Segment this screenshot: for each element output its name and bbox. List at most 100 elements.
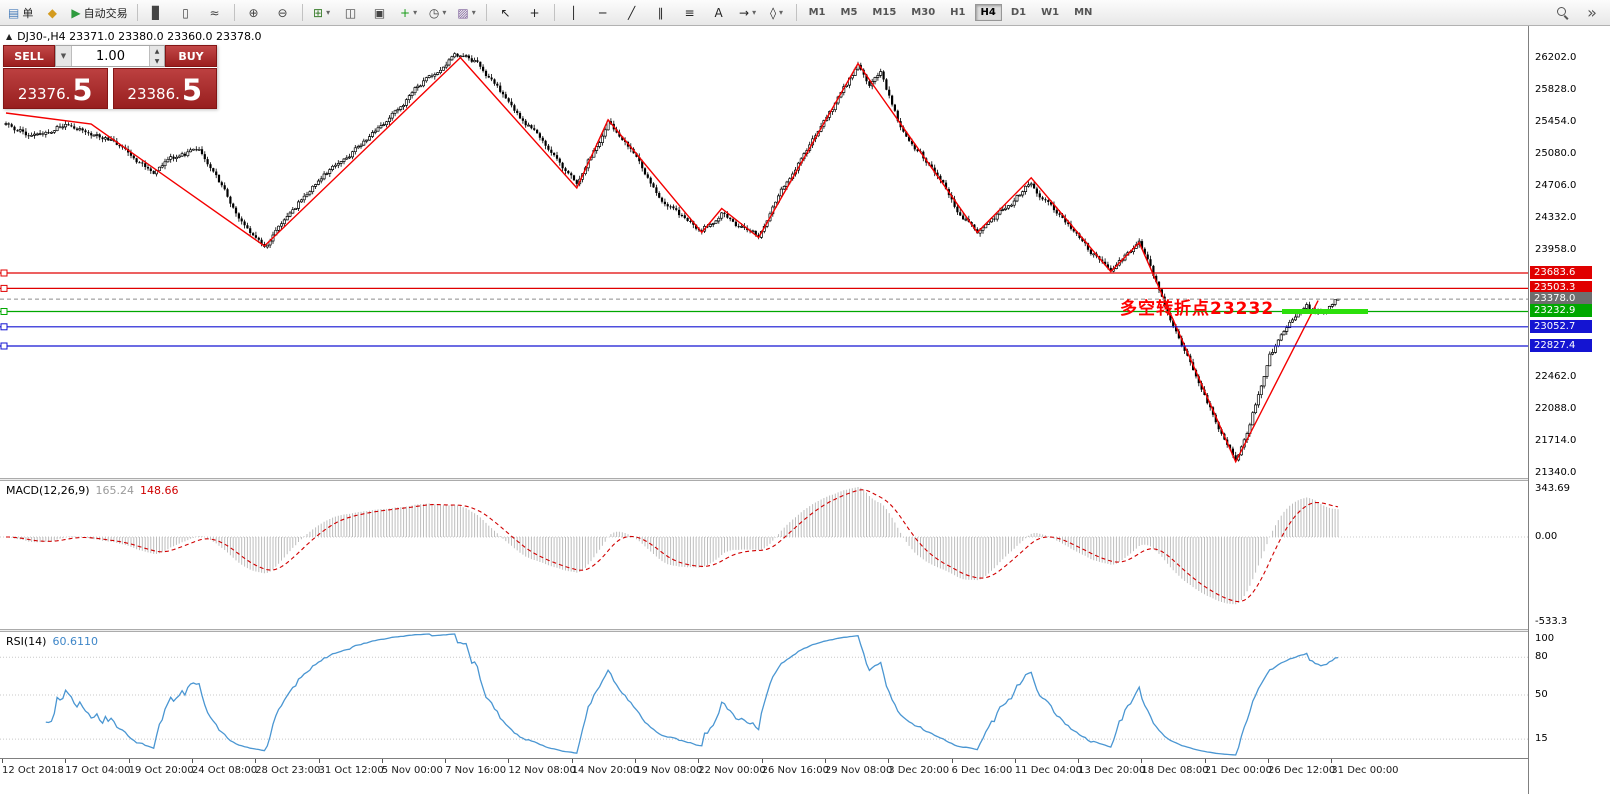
- time-axis-label: 13 Dec 20:00: [1078, 765, 1146, 776]
- fibonacci-button[interactable]: ≡: [676, 2, 704, 24]
- time-axis-label: 21 Dec 00:00: [1204, 765, 1272, 776]
- price-axis-tick: 22088.0: [1535, 403, 1577, 415]
- time-axis-label: 11 Dec 04:00: [1014, 765, 1083, 776]
- time-axis-tick: [1331, 759, 1333, 763]
- shapes-button[interactable]: ◊ ▾: [763, 2, 791, 24]
- timeframe-m1-button[interactable]: M1: [808, 7, 826, 18]
- timeframe-d1-button[interactable]: D1: [1010, 7, 1027, 18]
- macd-indicator-panel[interactable]: MACD(12,26,9) 165.24 148.66: [0, 481, 1528, 629]
- market-icon: ◆: [47, 5, 57, 20]
- market-button[interactable]: ◆: [38, 2, 66, 24]
- timeframe-mn-button[interactable]: MN: [1074, 7, 1093, 18]
- autotrading-button[interactable]: ▶ 自动交易: [67, 2, 131, 24]
- candlestick-button[interactable]: ▯: [172, 2, 200, 24]
- text-button[interactable]: A: [705, 2, 733, 24]
- timeframe-w1-button[interactable]: W1: [1041, 7, 1060, 18]
- shapes-icon: ◊: [770, 5, 777, 20]
- sell-price-display[interactable]: 23376. 5: [3, 68, 108, 109]
- time-axis-tick: [824, 759, 826, 763]
- time-axis-label: 12 Nov 08:00: [508, 765, 576, 776]
- lot-stepper[interactable]: ▲ ▼: [149, 46, 164, 66]
- time-axis-label: 7 Nov 16:00: [445, 765, 507, 776]
- search-button[interactable]: [1549, 2, 1577, 24]
- time-axis-tick: [571, 759, 573, 763]
- time-axis-label: 5 Nov 00:00: [381, 765, 443, 776]
- panel-separator[interactable]: [0, 478, 1610, 481]
- vertical-line-button[interactable]: │: [560, 2, 588, 24]
- lot-increment-icon[interactable]: ▲: [150, 46, 164, 56]
- price-line-label-box: 23378.0: [1530, 292, 1592, 306]
- line-chart-button[interactable]: ≈: [201, 2, 229, 24]
- lot-dropdown-button[interactable]: ▼: [56, 46, 72, 66]
- periods-button[interactable]: ◷ ▾: [424, 2, 452, 24]
- time-axis-tick: [128, 759, 130, 763]
- add-indicator-icon: +: [400, 5, 411, 20]
- new-chart-button[interactable]: ⊞ ▾: [308, 2, 336, 24]
- toolbar-overflow-button[interactable]: »: [1587, 3, 1597, 22]
- time-axis-tick: [1014, 759, 1016, 763]
- new-order-icon: ▤: [8, 5, 20, 20]
- time-axis-label: 26 Dec 12:00: [1268, 765, 1336, 776]
- lot-size-input[interactable]: 1.00: [96, 48, 125, 64]
- price-axis-tick: 25080.0: [1535, 147, 1577, 159]
- tile-windows-button[interactable]: ◫: [337, 2, 365, 24]
- templates-button[interactable]: ▨ ▾: [453, 2, 481, 24]
- panel-separator[interactable]: [0, 629, 1610, 632]
- timeframe-m30-button[interactable]: M30: [911, 7, 936, 18]
- tile-windows-icon: ◫: [344, 5, 357, 20]
- time-axis-tick: [761, 759, 763, 763]
- time-axis-tick: [508, 759, 510, 763]
- trendline-button[interactable]: ╱: [618, 2, 646, 24]
- time-axis-tick: [65, 759, 67, 763]
- timeframe-m15-button[interactable]: M15: [872, 7, 897, 18]
- time-axis[interactable]: 12 Oct 2018 17 Oct 04:00 19 Oct 20:00 24 Oc…: [0, 758, 1528, 794]
- dropdown-caret-icon: ▾: [442, 8, 447, 17]
- price-axis-tick: 25828.0: [1535, 84, 1577, 96]
- price-axis[interactable]: 26202.0 25828.0 25454.0 25080.0 24706.0 24332…: [1528, 26, 1610, 794]
- rsi-label: RSI(14) 60.6110: [6, 635, 98, 648]
- timeframe-h4-button[interactable]: H4: [974, 4, 1002, 21]
- rsi-name: RSI(14): [6, 635, 47, 648]
- horizontal-line-button[interactable]: ─: [589, 2, 617, 24]
- search-icon: [1557, 6, 1569, 19]
- time-axis-tick: [635, 759, 636, 763]
- channel-button[interactable]: ∥: [647, 2, 675, 24]
- cursor-button[interactable]: ↖: [492, 2, 520, 24]
- timeframe-h1-button[interactable]: H1: [950, 7, 966, 18]
- time-axis-label: 28 Oct 23:00: [255, 765, 321, 776]
- zoom-out-button[interactable]: ⊖: [269, 2, 297, 24]
- toolbar-separator: [136, 4, 138, 21]
- price-line-label-box: 23232.9: [1530, 304, 1592, 318]
- time-axis-label: 6 Dec 16:00: [951, 765, 1013, 776]
- time-axis-tick: [318, 759, 320, 763]
- line-chart-icon: ≈: [209, 5, 220, 20]
- price-axis-tick: 25454.0: [1535, 116, 1577, 128]
- cascade-windows-button[interactable]: ▣: [366, 2, 394, 24]
- price-line-label-box: 22827.4: [1530, 339, 1592, 353]
- sell-button[interactable]: SELL: [3, 45, 55, 67]
- channel-icon: ∥: [657, 5, 664, 20]
- time-axis-label: 17 Oct 04:00: [65, 765, 131, 776]
- dropdown-caret-icon: ▾: [779, 8, 784, 17]
- indicators-button[interactable]: + ▾: [395, 2, 423, 24]
- time-axis-tick: [1141, 759, 1143, 763]
- bar-chart-button[interactable]: ▊: [143, 2, 171, 24]
- lot-decrement-icon[interactable]: ▼: [150, 56, 164, 66]
- price-main-digits: 23376.: [17, 85, 71, 103]
- new-order-button[interactable]: ▤ 单: [4, 2, 37, 24]
- price-main-digits: 23386.: [127, 85, 180, 103]
- zoom-in-button[interactable]: ⊕: [240, 2, 268, 24]
- price-chart-panel[interactable]: ▲ DJ30-,H4 23371.0 23380.0 23360.0 23378…: [0, 26, 1528, 478]
- price-line-label-box: 23503.3: [1530, 281, 1592, 295]
- rsi-indicator-panel[interactable]: RSI(14) 60.6110: [0, 632, 1528, 758]
- timeframe-m5-button[interactable]: M5: [840, 7, 858, 18]
- macd-axis-tick: -533.3: [1535, 616, 1568, 627]
- time-axis-label: 26 Nov 16:00: [761, 765, 830, 776]
- macd-plot: [0, 487, 1528, 605]
- crosshair-button[interactable]: +: [521, 2, 549, 24]
- arrows-button[interactable]: → ▾: [734, 2, 762, 24]
- time-axis-tick: [888, 759, 890, 763]
- buy-price-display[interactable]: 23386. 5: [112, 68, 217, 109]
- crosshair-icon: +: [529, 5, 540, 20]
- buy-button[interactable]: BUY: [165, 45, 217, 67]
